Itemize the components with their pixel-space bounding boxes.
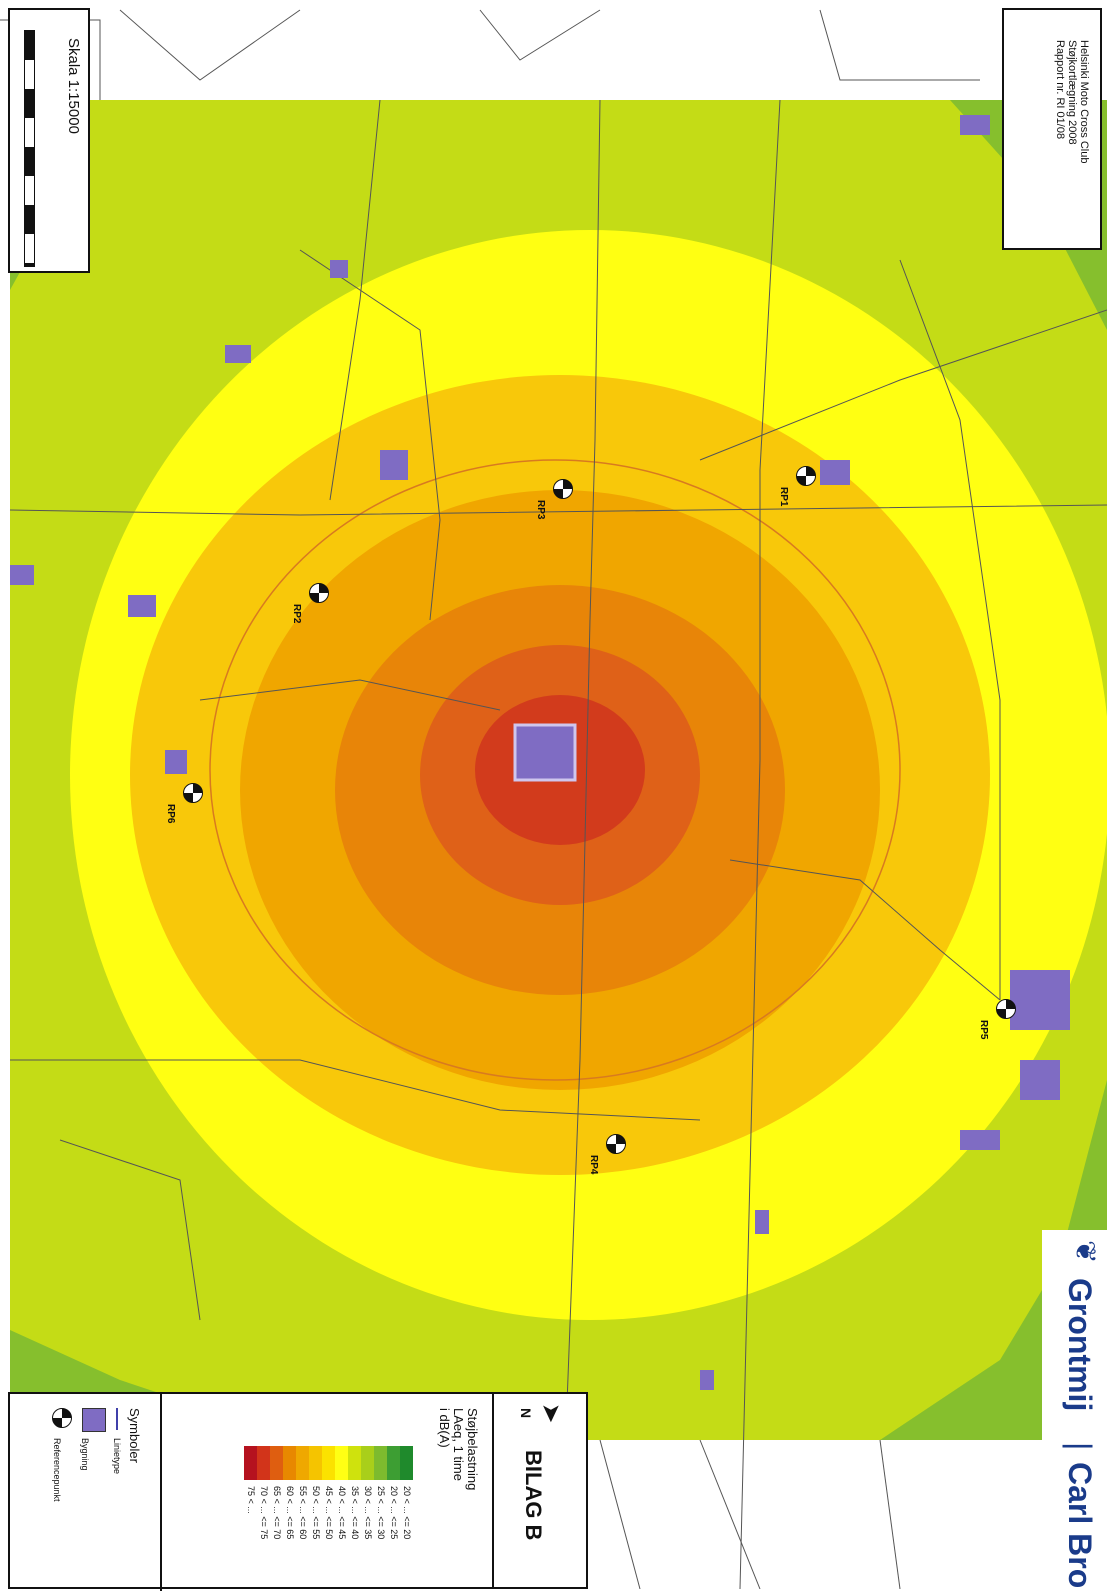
ref-point-icon (309, 583, 329, 603)
legend-class-label: 65 < ... <= 70 (272, 1486, 282, 1540)
legend-swatch (374, 1446, 387, 1480)
ref-point-icon (796, 466, 816, 486)
parcel-lines (0, 9, 1107, 1590)
legend-class-label: 25 < ... <= 30 (376, 1486, 386, 1540)
ref-point-icon (553, 479, 573, 499)
scale-box: Skala 1:15000 (8, 8, 90, 273)
legend-swatch (270, 1446, 283, 1480)
title-line-1: Helsinki Moto Cross Club (1078, 40, 1090, 164)
ref-point-label: RP5 (978, 1020, 989, 1040)
title-line-2: Støjkortlægning 2008 (1066, 40, 1078, 145)
legend-class-label: 50 < ... <= 55 (311, 1486, 321, 1540)
legend-swatch (283, 1446, 296, 1480)
legend-class-label: 35 < ... <= 40 (350, 1486, 360, 1540)
symbol-building-icon (82, 1408, 106, 1432)
bilag-label: BILAG B (521, 1450, 546, 1541)
symbol-refpoint-icon (52, 1408, 72, 1428)
legend-class-label: 45 < ... <= 50 (324, 1486, 334, 1540)
legend-title-1: Støjbelastning (465, 1408, 480, 1491)
ref-point-icon (183, 783, 203, 803)
title-line-3: Rapport nr. RI 01/08 (1054, 40, 1066, 140)
brand-separator: | (1062, 1442, 1098, 1451)
legend-class-label: 20 < ... <= 20 (402, 1486, 412, 1540)
scale-title: Skala 1:15000 (65, 38, 82, 134)
ref-point-icon (606, 1134, 626, 1154)
legend-class-label: 30 < ... <= 35 (363, 1486, 373, 1540)
legend-swatch (309, 1446, 322, 1480)
legend-class-label: 55 < ... <= 60 (298, 1486, 308, 1540)
legend-swatch (361, 1446, 374, 1480)
legend-class-label: 20 < ... <= 25 (389, 1486, 399, 1540)
symbol-item-3: Referencepunkt (52, 1438, 62, 1502)
legend-title-3: i dB(A) (437, 1408, 452, 1448)
legend-title-2: LAeq, 1 time (451, 1408, 466, 1481)
legend-class-label: 75 < ... (246, 1486, 256, 1514)
north-label: N (518, 1408, 534, 1419)
ref-point-label: RP2 (291, 604, 302, 624)
buildings (10, 115, 1070, 1390)
legend-swatch (257, 1446, 270, 1480)
legend-divider (160, 1394, 162, 1591)
scale-bar (24, 30, 35, 267)
ref-point-label: RP3 (535, 500, 546, 520)
legend-class-label: 70 < ... <= 75 (259, 1486, 269, 1540)
contour-line (209, 459, 901, 1081)
title-box: Helsinki Moto Cross Club Støjkortlægning… (1002, 8, 1102, 250)
legend-class-label: 40 < ... <= 45 (337, 1486, 347, 1540)
ref-point-label: RP6 (165, 804, 176, 824)
legend-swatch (348, 1446, 361, 1480)
north-arrow-icon: ➤ (539, 1404, 564, 1423)
brand-box: ❦ Grontmij | Carl Bro (1042, 1230, 1107, 1589)
symbol-item-2: Bygning (80, 1438, 90, 1471)
track-building (513, 723, 577, 782)
legend-class-label: 60 < ... <= 65 (285, 1486, 295, 1540)
symbol-line-icon (116, 1408, 118, 1430)
brand-name-1: Grontmij (1062, 1278, 1098, 1412)
brand-logo-icon: ❦ (1070, 1240, 1101, 1264)
legend-swatch (387, 1446, 400, 1480)
legend-swatch (335, 1446, 348, 1480)
ref-point-label: RP4 (588, 1155, 599, 1175)
ref-point-icon (996, 999, 1016, 1019)
legend-box: Støjbelastning LAeq, 1 time i dB(A) 20 <… (8, 1392, 494, 1591)
symbols-title: Symboler (127, 1408, 142, 1463)
legend-swatch (296, 1446, 309, 1480)
legend-swatch (322, 1446, 335, 1480)
bilag-box: ➤ N BILAG B (492, 1392, 588, 1589)
legend-swatch (400, 1446, 413, 1480)
symbol-item-1: Linietype (112, 1438, 122, 1475)
brand-name-2: Carl Bro (1062, 1462, 1098, 1589)
ref-point-label: RP1 (778, 487, 789, 507)
legend-swatch (244, 1446, 257, 1480)
